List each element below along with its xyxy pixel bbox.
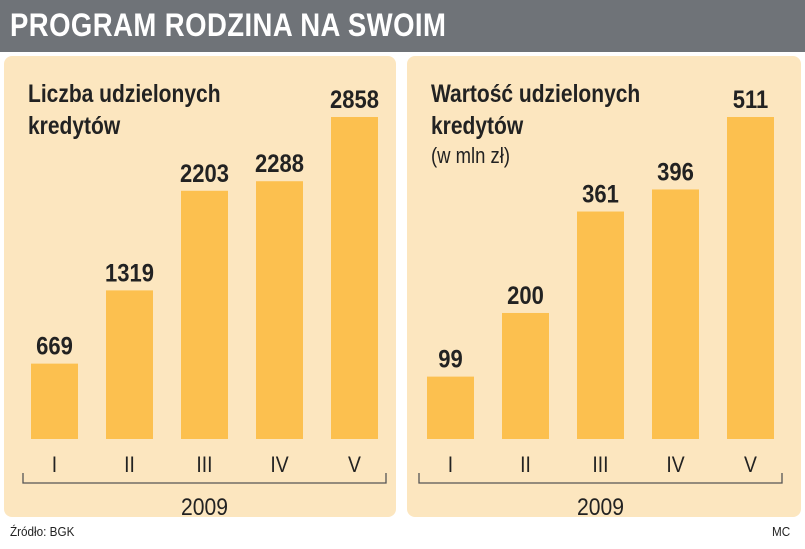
data-label-count-V: 2858 — [330, 86, 379, 114]
data-label-value-II: 200 — [507, 282, 544, 310]
data-label-count-III: 2203 — [180, 160, 229, 188]
x-axis-label-count: 2009 — [181, 494, 228, 517]
tick-label-count-IV: IV — [270, 453, 288, 477]
chart-panel-value: 99 I 200 II 361 III 396 IV 511 V 2009 Wartość udzi… — [407, 56, 801, 517]
bar-count-V — [331, 117, 378, 439]
bar-value-II — [502, 312, 549, 439]
axis-bracket-value — [418, 473, 783, 484]
chart-count: 669 I 1319 II 2203 III 2288 IV 2858 V 2009 — [22, 86, 387, 517]
tick-label-value-II: II — [520, 453, 531, 477]
axis-bracket-count — [22, 473, 387, 484]
tick-label-count-I: I — [52, 453, 57, 477]
chart-panel-count: 669 I 1319 II 2203 III 2288 IV 2858 V 2009 Liczba … — [4, 56, 396, 517]
tick-label-value-III: III — [592, 453, 608, 477]
chart-value: 99 I 200 II 361 III 396 IV 511 V 2009 — [418, 86, 783, 517]
data-label-count-IV: 2288 — [255, 150, 304, 178]
chart-title-count-text: Liczba udzielonych kredytów — [28, 80, 221, 140]
page-title: PROGRAM RODZINA NA SWOIM — [10, 7, 447, 43]
chart-subtitle-value: (w mln zł) — [431, 143, 511, 168]
data-label-value-IV: 396 — [657, 158, 694, 186]
data-label-value-III: 361 — [582, 180, 619, 208]
tick-label-value-IV: IV — [666, 453, 684, 477]
data-label-value-I: 99 — [438, 345, 462, 373]
title-bar: PROGRAM RODZINA NA SWOIM — [0, 0, 805, 52]
bar-count-I — [31, 363, 78, 439]
data-label-value-V: 511 — [733, 86, 768, 114]
tick-label-count-III: III — [196, 453, 212, 477]
bar-value-III — [577, 211, 624, 439]
chart-title-value: Wartość udzielonych kredytów (w mln zł) — [431, 78, 675, 170]
data-label-count-I: 669 — [36, 332, 73, 360]
bar-count-II — [106, 290, 153, 439]
source-note: Źródło: BGK — [10, 524, 75, 539]
chart-title-count: Liczba udzielonych kredytów — [28, 78, 255, 142]
data-label-count-II: 1319 — [105, 259, 154, 287]
x-axis-label-value: 2009 — [577, 494, 624, 517]
tick-label-count-II: II — [124, 453, 135, 477]
tick-label-value-I: I — [448, 453, 453, 477]
chart-title-value-text: Wartość udzielonych kredytów — [431, 80, 641, 140]
bar-value-I — [427, 376, 474, 439]
bar-value-IV — [652, 189, 699, 439]
credit-note: MC — [772, 524, 791, 539]
bar-count-IV — [256, 181, 303, 439]
bar-count-III — [181, 190, 228, 439]
bar-value-V — [727, 117, 774, 439]
tick-label-count-V: V — [348, 453, 361, 477]
tick-label-value-V: V — [744, 453, 757, 477]
